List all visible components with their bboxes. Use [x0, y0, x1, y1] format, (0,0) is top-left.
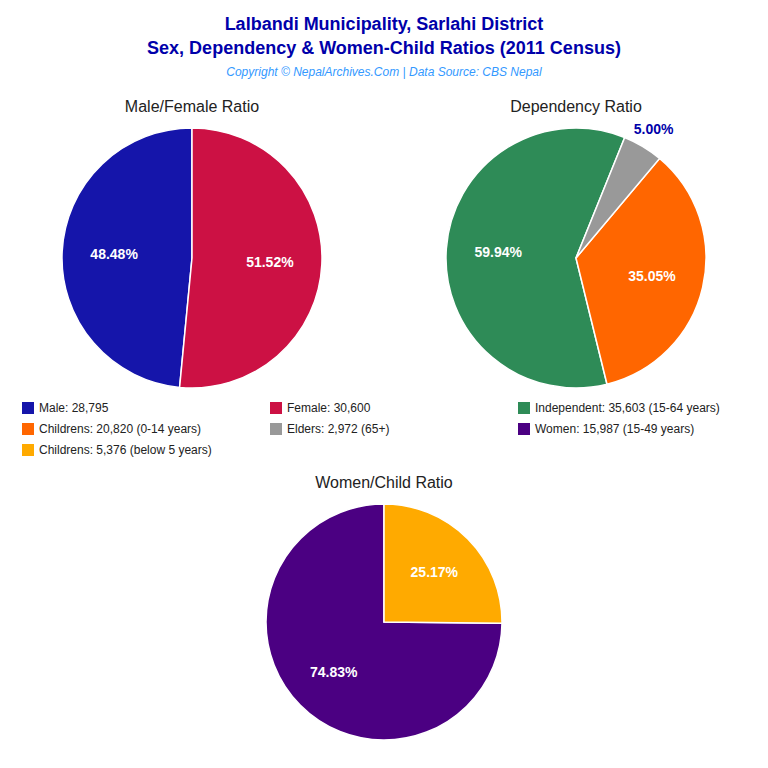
pie-slice — [576, 158, 706, 384]
legend-swatch — [22, 444, 34, 456]
pie-slice — [180, 128, 322, 388]
legend-entry: Female: 30,600 — [287, 401, 371, 415]
background — [0, 0, 768, 768]
data-label: 74.83% — [310, 664, 358, 680]
data-label: 25.17% — [411, 564, 459, 580]
pie-chart: Male/Female Ratio — [62, 98, 322, 388]
annotation: Copyright © NepalArchives.Com | Data Sou… — [226, 65, 542, 79]
legend-swatch — [518, 423, 530, 435]
pie-title: Male/Female Ratio — [125, 98, 259, 115]
legend-entry: Male: 28,795 — [39, 401, 109, 415]
pie-slice — [576, 137, 660, 258]
chart-svg: Lalbandi Municipality, Sarlahi District S… — [0, 0, 768, 768]
data-label: 51.52% — [246, 254, 294, 270]
legend-entry: Independent: 35,603 (15-64 years) — [535, 401, 720, 415]
legend-swatch — [22, 423, 34, 435]
data-label: 35.05% — [628, 268, 676, 284]
title: Lalbandi Municipality, Sarlahi District — [225, 14, 544, 34]
subtitle: Sex, Dependency & Women-Child Ratios (20… — [147, 38, 621, 58]
legend: Male: 28,795 Female: 30,600 Independent: 3… — [22, 401, 720, 457]
data-label: 59.94% — [474, 244, 522, 260]
pie-chart: Women/Child Ratio — [266, 474, 502, 740]
legend-entry: Elders: 2,972 (65+) — [287, 422, 389, 436]
pie-slice — [266, 504, 502, 740]
pie-slice — [62, 128, 192, 387]
legend-entry: Women: 15,987 (15-49 years) — [535, 422, 694, 436]
legend-swatch — [518, 402, 530, 414]
legend-entry: Childrens: 5,376 (below 5 years) — [39, 443, 212, 457]
legend-swatch — [270, 402, 282, 414]
legend-entry: Childrens: 20,820 (0-14 years) — [39, 422, 201, 436]
legend-swatch — [270, 423, 282, 435]
chart-root: Lalbandi Municipality, Sarlahi District S… — [0, 0, 768, 768]
legend-swatch — [22, 402, 34, 414]
data-label: 48.48% — [90, 246, 138, 262]
pie-chart: Dependency Ratio — [446, 98, 706, 388]
pie-title: Dependency Ratio — [510, 98, 642, 115]
data-label: 5.00% — [634, 121, 674, 137]
pie-slice — [384, 504, 502, 623]
pie-title: Women/Child Ratio — [315, 474, 453, 491]
